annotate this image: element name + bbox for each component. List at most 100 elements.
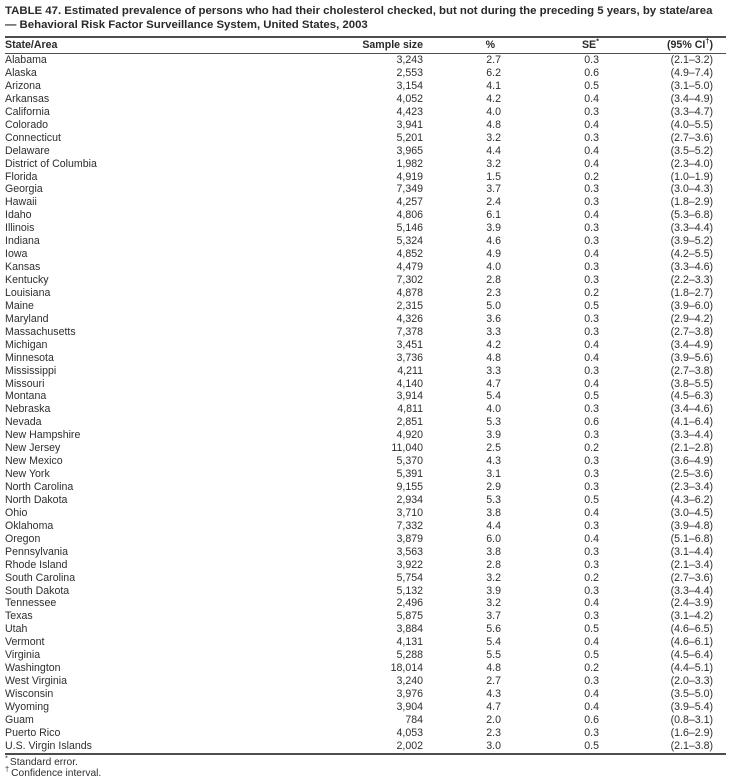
se-cell: 0.3 [584, 105, 599, 118]
state-cell: Oklahoma [5, 519, 54, 532]
table-row: New Jersey 11,040 2.5 0.2 (2.1–2.8) [5, 442, 726, 455]
table-row: Utah 3,884 5.6 0.5 (4.6–6.5) [5, 623, 726, 636]
percent-cell: 4.0 [486, 261, 501, 274]
table-row: Florida 4,919 1.5 0.2 (1.0–1.9) [5, 171, 726, 184]
sample-size-cell: 7,378 [396, 325, 423, 338]
state-cell: Puerto Rico [5, 726, 61, 739]
sample-size-cell: 4,919 [396, 170, 423, 183]
table-row: U.S. Virgin Islands 2,002 3.0 0.5 (2.1–3.8) [5, 739, 726, 755]
col-header-sample-size: Sample size [351, 35, 423, 55]
sample-size-cell: 3,879 [396, 532, 423, 545]
ci-cell: (2.0–3.3) [670, 675, 713, 688]
ci-cell: (3.9–5.2) [670, 235, 713, 248]
sample-size-cell: 7,349 [396, 183, 423, 196]
percent-cell: 3.8 [486, 506, 501, 519]
percent-cell: 3.2 [486, 597, 501, 610]
percent-cell: 5.4 [486, 636, 501, 649]
state-cell: Maine [5, 299, 34, 312]
percent-cell: 4.3 [486, 455, 501, 468]
se-cell: 0.5 [584, 649, 599, 662]
table-row: Washington 18,014 4.8 0.2 (4.4–5.1) [5, 662, 726, 675]
state-cell: West Virginia [5, 675, 68, 688]
col-header-95ci: (95% CI†) [599, 35, 726, 55]
ci-cell: (2.9–4.2) [670, 312, 713, 325]
se-cell: 0.5 [501, 739, 599, 755]
state-cell: Texas [5, 610, 33, 623]
prevalence-table: State/Area Sample size % SE* (95% CI†) A… [5, 35, 726, 755]
percent-cell: 2.9 [486, 481, 501, 494]
percent-cell: 5.5 [486, 649, 501, 662]
table-row: Delaware 3,965 4.4 0.4 (3.5–5.2) [5, 145, 726, 158]
table-row: Ohio 3,710 3.8 0.4 (3.0–4.5) [5, 507, 726, 520]
state-cell: Washington [5, 662, 61, 675]
sample-size-cell: 4,811 [397, 403, 423, 416]
table-row: Oklahoma 7,332 4.4 0.3 (3.9–4.8) [5, 520, 726, 533]
col-header-se: SE* [501, 35, 599, 55]
sample-size-cell: 4,257 [396, 196, 423, 209]
sample-size-cell: 3,976 [396, 688, 423, 701]
se-cell: 0.2 [584, 662, 599, 675]
percent-cell: 3.9 [486, 429, 501, 442]
state-cell: Illinois [5, 222, 35, 235]
col-header-state-area: State/Area [5, 35, 351, 55]
sample-size-cell: 3,884 [396, 623, 423, 636]
ci-cell: (5.3–6.8) [670, 209, 713, 222]
ci-cell: (3.5–5.0) [670, 688, 713, 701]
footnote-marker-dagger: † [705, 36, 710, 46]
table-row: Arkansas 4,052 4.2 0.4 (3.4–4.9) [5, 93, 726, 106]
ci-cell: (4.3–6.2) [670, 493, 713, 506]
percent-cell: 4.8 [486, 662, 501, 675]
sample-size-cell: 3,563 [396, 545, 423, 558]
percent-cell: 2.3 [486, 726, 501, 739]
ci-cell: (2.7–3.6) [670, 571, 713, 584]
se-cell: 0.3 [584, 196, 599, 209]
table-row: Georgia 7,349 3.7 0.3 (3.0–4.3) [5, 183, 726, 196]
ci-cell: (3.3–4.4) [670, 584, 713, 597]
percent-cell: 4.0 [486, 403, 501, 416]
table-row: Oregon 3,879 6.0 0.4 (5.1–6.8) [5, 533, 726, 546]
table-row: Alaska 2,553 6.2 0.6 (4.9–7.4) [5, 67, 726, 80]
col-header-label: State/Area [5, 39, 58, 52]
table-row: Mississippi 4,211 3.3 0.3 (2.7–3.8) [5, 365, 726, 378]
ci-cell: (2.7–3.8) [670, 325, 713, 338]
state-cell: Missouri [5, 377, 45, 390]
state-cell: Florida [5, 170, 38, 183]
table-row: Michigan 3,451 4.2 0.4 (3.4–4.9) [5, 339, 726, 352]
percent-cell: 2.8 [486, 274, 501, 287]
table-row: North Carolina 9,155 2.9 0.3 (2.3–3.4) [5, 481, 726, 494]
col-header-label: (95% CI [667, 39, 706, 52]
sample-size-cell: 2,315 [396, 299, 423, 312]
sample-size-cell: 5,370 [396, 455, 423, 468]
state-cell: New Hampshire [5, 429, 81, 442]
ci-cell: (3.1–5.0) [670, 79, 713, 92]
ci-cell: (4.5–6.4) [670, 649, 713, 662]
footnote-confidence-interval: † Confidence interval. [5, 765, 726, 779]
col-header-label: Sample size [362, 39, 423, 52]
table-row: Connecticut 5,201 3.2 0.3 (2.7–3.6) [5, 132, 726, 145]
state-cell: Montana [5, 390, 47, 403]
sample-size-cell: 4,852 [396, 248, 423, 261]
state-cell: Louisiana [5, 286, 51, 299]
table-row: Vermont 4,131 5.4 0.4 (4.6–6.1) [5, 636, 726, 649]
ci-cell: (2.1–3.8) [599, 739, 726, 755]
percent-cell: 3.3 [486, 325, 501, 338]
table-row: West Virginia 3,240 2.7 0.3 (2.0–3.3) [5, 675, 726, 688]
percent-cell: 6.1 [486, 209, 501, 222]
ci-cell: (4.0–5.5) [670, 118, 713, 131]
percent-cell: 6.0 [486, 532, 501, 545]
sample-size-cell: 18,014 [390, 662, 423, 675]
se-cell: 0.3 [584, 610, 599, 623]
state-cell: Nevada [5, 416, 42, 429]
table-row: New York 5,391 3.1 0.3 (2.5–3.6) [5, 468, 726, 481]
sample-size-cell: 11,040 [391, 442, 423, 455]
percent-cell: 5.3 [486, 493, 501, 506]
state-cell: South Dakota [5, 584, 70, 597]
col-header-label: SE [581, 39, 597, 52]
sample-size-cell: 3,736 [396, 351, 423, 364]
footnote-text: Confidence interval. [11, 767, 102, 779]
table-row: Missouri 4,140 4.7 0.4 (3.8–5.5) [5, 378, 726, 391]
table-row: Arizona 3,154 4.1 0.5 (3.1–5.0) [5, 80, 726, 93]
percent-cell: 4.8 [486, 118, 501, 131]
se-cell: 0.3 [584, 274, 599, 287]
ci-cell: (3.6–4.9) [670, 455, 713, 468]
